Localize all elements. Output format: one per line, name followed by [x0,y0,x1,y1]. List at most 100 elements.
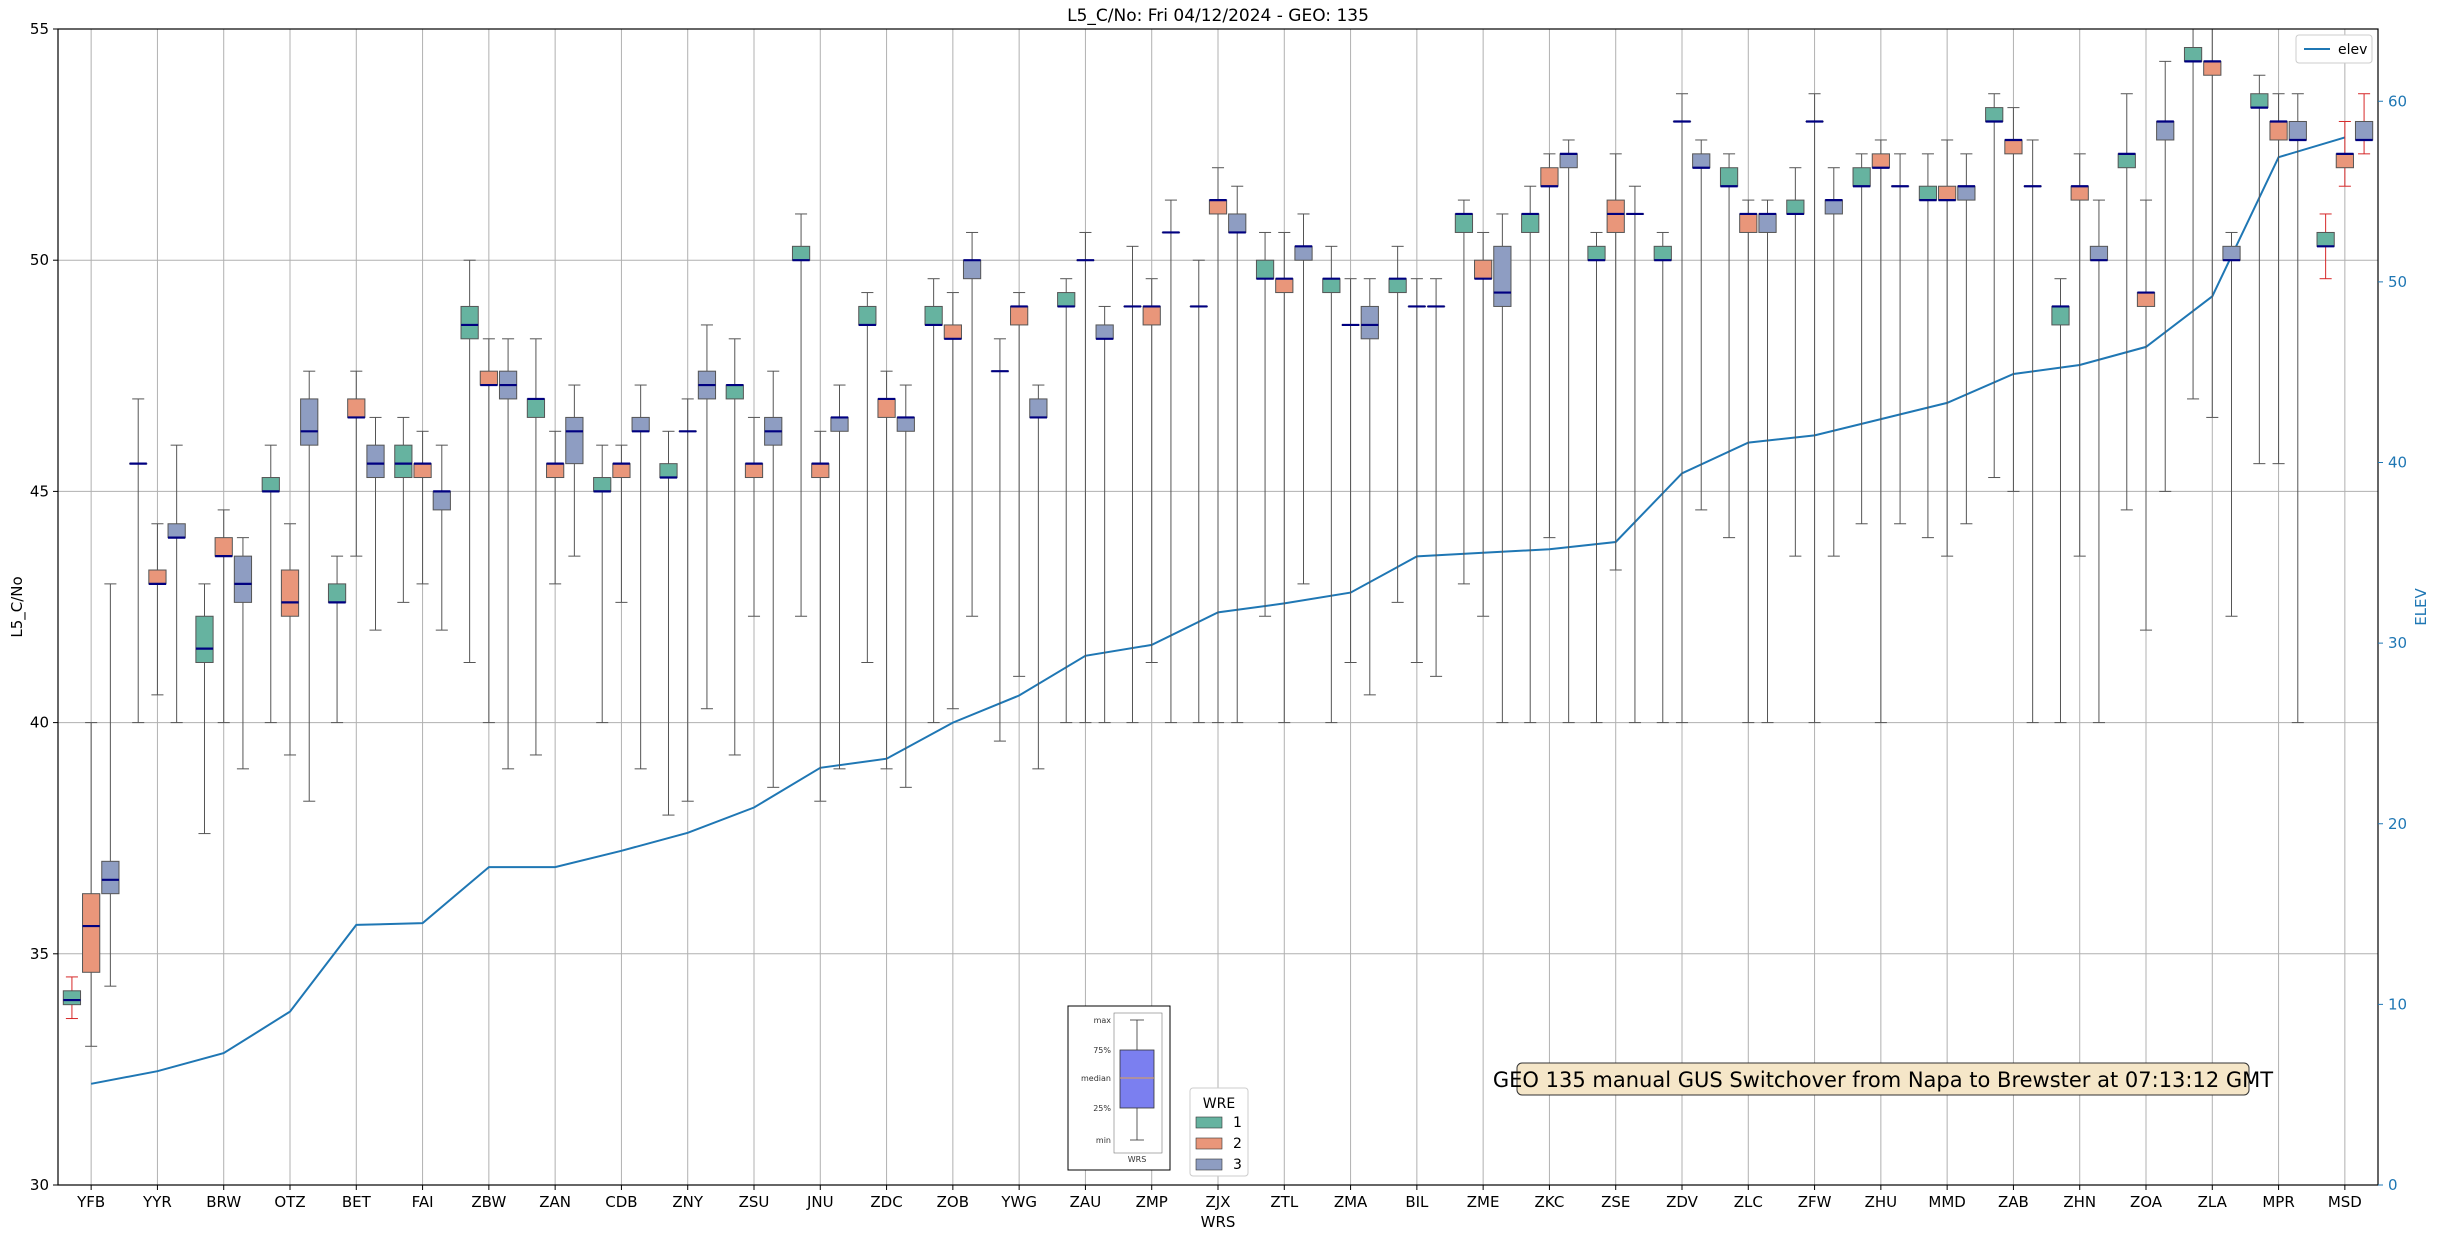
annotation: GEO 135 manual GUS Switchover from Napa … [1493,1062,2273,1096]
annotation-text: GEO 135 manual GUS Switchover from Napa … [1493,1068,2273,1092]
x-tick-label: JNU [806,1193,834,1211]
x-tick-label: ZKC [1535,1193,1565,1211]
x-tick-label: ZMP [1136,1193,1168,1211]
box-iqr [2288,120,2307,141]
box-iqr [327,583,347,603]
x-tick-label: ZDC [870,1193,902,1211]
box-iqr [195,615,214,663]
box-ZLC-wre1 [1719,153,1739,539]
x-axis-label: WRS [1201,1213,1236,1231]
box-iqr [1322,278,1341,294]
box-ZAU-wre2 [1076,231,1095,724]
x-tick-label: ZMA [1334,1193,1368,1211]
box-BIL-wre3 [1426,278,1446,677]
box-iqr [1275,278,1294,294]
x-tick-label: FAI [412,1193,434,1211]
box-YWG-wre3 [1029,384,1048,770]
box-iqr [62,990,82,1006]
box-ZDC-wre3 [896,384,915,788]
y-axis-label: L5_C/No [8,576,27,637]
box-ZTL-wre1 [1255,231,1275,617]
chart-title: L5_C/No: Fri 04/12/2024 - GEO: 135 [1067,6,1369,26]
box-ZBW-wre3 [498,338,518,770]
box-iqr [1095,324,1114,340]
box-ZMA-wre1 [1322,245,1341,724]
box-MPR-wre1 [2250,74,2269,465]
box-iqr [347,398,366,418]
box-ZFW-wre1 [1786,167,1805,557]
x-tick-label: ZLA [2198,1193,2228,1211]
wre-legend-label-2: 2 [1233,1136,1242,1152]
box-ZSU-wre3 [764,370,783,788]
box-iqr [2070,185,2089,201]
box-ZAB-wre3 [2023,139,2042,724]
boxplot-layer [62,28,2374,1047]
box-iqr [2051,305,2070,326]
box-ZDC-wre1 [858,292,877,663]
box-BIL-wre1 [1388,245,1407,603]
x-tick-label: ZTL [1270,1193,1298,1211]
y-tick-label: 50 [30,251,49,269]
box-ZAU-wre1 [1057,278,1076,724]
box-iqr [2183,46,2203,62]
box-ZME-wre2 [1474,231,1493,617]
x-tick-label: ZAU [1070,1193,1102,1211]
box-iqr [2250,93,2269,109]
box-iqr [1010,305,1029,326]
box-iqr [1454,213,1474,233]
x-tick-label: ZOA [2130,1193,2163,1211]
box-ZOB-wre3 [962,231,982,617]
x-tick-label: OTZ [274,1193,305,1211]
wre-legend-frame [1189,1087,1249,1177]
box-OTZ-wre1 [261,444,280,724]
box-iqr [1719,167,1739,187]
box-iqr [1360,305,1379,340]
box-ZTL-wre2 [1275,231,1294,724]
wre-legend-label-3: 3 [1233,1157,1242,1173]
box-ZJX-wre3 [1228,185,1247,724]
inset-xlabel: WRS [1128,1155,1147,1164]
box-ZFW-wre3 [1824,167,1843,557]
box-ZLC-wre3 [1758,199,1777,724]
box-iqr [1852,167,1871,187]
x-tick-label: ZAN [539,1193,571,1211]
axes: YFB YYR BRW OTZ BET FAI ZBW ZAN CDB ZNY ZSU JNU ZDC Z… [30,20,2407,1211]
box-iqr [1493,245,1512,307]
y2-axis-label: ELEV [2412,587,2430,625]
x-tick-label: BET [342,1193,372,1211]
x-tick-label: ZSU [739,1193,770,1211]
box-iqr [659,463,678,479]
box-iqr [2354,120,2374,141]
box-iqr [280,569,300,617]
box-iqr [1228,213,1247,233]
box-iqr [1255,259,1275,280]
x-tick-label: ZHN [2063,1193,2096,1211]
box-ZAN-wre2 [546,430,565,585]
box-iqr [1559,153,1578,169]
box-iqr [1606,199,1625,233]
box-BET-wre1 [327,555,347,724]
box-ZNY-wre1 [659,430,678,816]
y-tick-label: 35 [30,945,49,963]
box-YWG-wre1 [990,338,1010,742]
box-JNU-wre3 [830,384,849,770]
inset-label-q3: 75% [1093,1046,1111,1055]
wre-legend-swatch-2 [1195,1137,1223,1150]
box-iqr [1786,199,1805,215]
box-iqr [148,569,167,585]
box-ZLA-wre3 [2222,231,2241,617]
box-ZOA-wre3 [2156,60,2175,492]
x-tick-label: ZSE [1601,1193,1630,1211]
annotation-box [1516,1062,2250,1096]
box-FAI-wre2 [413,430,432,585]
inset-label-q1: 25% [1093,1104,1111,1113]
box-iqr [82,893,101,973]
box-ZJX-wre1 [1189,259,1208,724]
box-ZME-wre1 [1454,199,1474,585]
box-ZSE-wre3 [1625,185,1645,724]
box-iqr [300,398,319,446]
box-ZDC-wre2 [877,370,896,770]
box-ZHN-wre3 [2089,199,2109,724]
wre-legend-title: WRE [1203,1096,1235,1112]
